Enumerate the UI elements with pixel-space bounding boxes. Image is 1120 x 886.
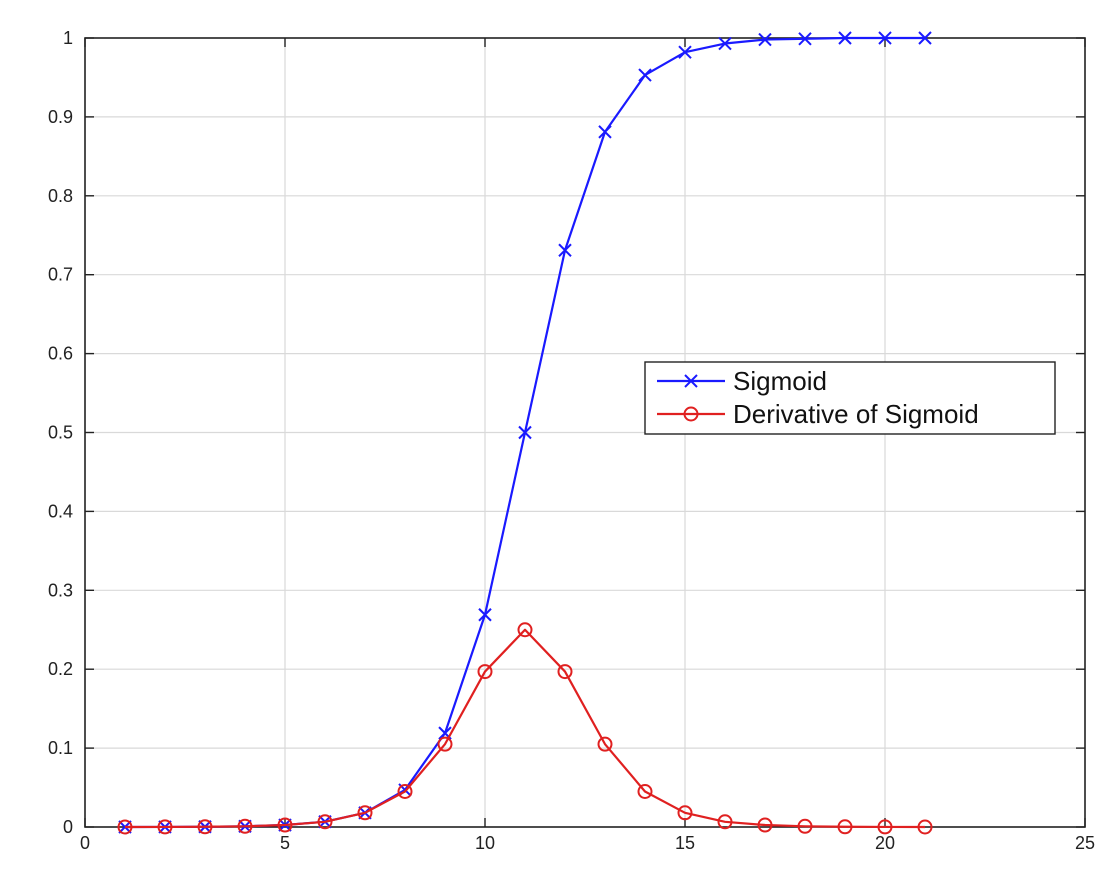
marker-stroke <box>438 726 452 740</box>
marker-stroke <box>798 32 812 46</box>
x-tick-label: 15 <box>675 833 695 853</box>
marker-stroke <box>638 68 652 82</box>
grid <box>85 38 1085 827</box>
y-tick-label: 0.4 <box>48 501 73 521</box>
data-point <box>877 819 893 835</box>
marker-stroke <box>518 425 532 440</box>
data-point <box>918 31 932 45</box>
data-point <box>598 125 612 139</box>
data-point <box>597 736 613 752</box>
data-point <box>197 819 213 835</box>
legend-marker <box>683 406 699 422</box>
data-point <box>717 814 733 830</box>
legend-box <box>644 361 1056 435</box>
data-point <box>557 664 573 680</box>
data-point <box>758 32 772 47</box>
marker-stroke <box>598 125 612 139</box>
data-point <box>878 31 892 45</box>
marker-stroke <box>678 45 692 59</box>
series-line <box>124 628 926 829</box>
marker-stroke <box>718 36 732 51</box>
marker-stroke <box>838 31 852 45</box>
series-layer <box>117 31 933 835</box>
data-point <box>637 783 653 799</box>
data-point <box>917 819 933 835</box>
legend-entry: Derivative of Sigmoid <box>657 399 979 429</box>
y-tick-label: 0.3 <box>48 580 73 600</box>
data-point <box>797 818 813 834</box>
data-point <box>678 45 692 59</box>
x-tick-label: 20 <box>875 833 895 853</box>
marker-stroke <box>558 243 572 257</box>
y-tick-label: 0.6 <box>48 344 73 364</box>
data-point <box>237 818 253 834</box>
marker-stroke <box>758 32 772 47</box>
series-derivative-of-sigmoid <box>117 622 933 835</box>
y-tick-label: 0.9 <box>48 107 73 127</box>
data-point <box>718 36 732 51</box>
x-tick-label: 10 <box>475 833 495 853</box>
data-point <box>117 819 133 835</box>
x-tick-label: 25 <box>1075 833 1095 853</box>
y-tick-label: 1 <box>63 28 73 48</box>
data-point <box>677 805 693 821</box>
marker-stroke <box>918 31 932 45</box>
data-point <box>518 425 532 440</box>
data-point <box>277 817 293 833</box>
y-tick-label: 0.8 <box>48 186 73 206</box>
data-point <box>517 622 533 638</box>
data-point <box>397 783 413 799</box>
data-point <box>838 31 852 45</box>
legend-label: Derivative of Sigmoid <box>733 399 979 429</box>
x-tick-label: 5 <box>280 833 290 853</box>
data-point <box>437 736 453 752</box>
y-tick-label: 0.5 <box>48 423 73 443</box>
data-point <box>638 68 652 82</box>
y-tick-label: 0.1 <box>48 738 73 758</box>
data-point <box>478 608 492 622</box>
data-point <box>477 664 493 680</box>
y-tick-label: 0.2 <box>48 659 73 679</box>
data-point <box>317 814 333 830</box>
data-point <box>558 243 572 257</box>
data-point <box>757 817 773 833</box>
legend-marker <box>684 374 698 388</box>
axis-ticks: 0 5 10 15 20 25 0 0.1 0.2 0.3 0.4 0.5 0.6 0.7 0.8 0.9 1 <box>48 28 1095 853</box>
marker-stroke <box>478 608 492 622</box>
x-tick-label: 0 <box>80 833 90 853</box>
y-tick-label: 0.7 <box>48 265 73 285</box>
data-point <box>798 32 812 46</box>
marker-stroke <box>878 31 892 45</box>
marker-stroke <box>684 374 698 388</box>
y-tick-label: 0 <box>63 817 73 837</box>
legend-label: Sigmoid <box>733 366 827 396</box>
data-point <box>357 805 373 821</box>
legend-entry: Sigmoid <box>657 366 827 396</box>
data-point <box>837 819 853 835</box>
data-point <box>157 819 173 835</box>
